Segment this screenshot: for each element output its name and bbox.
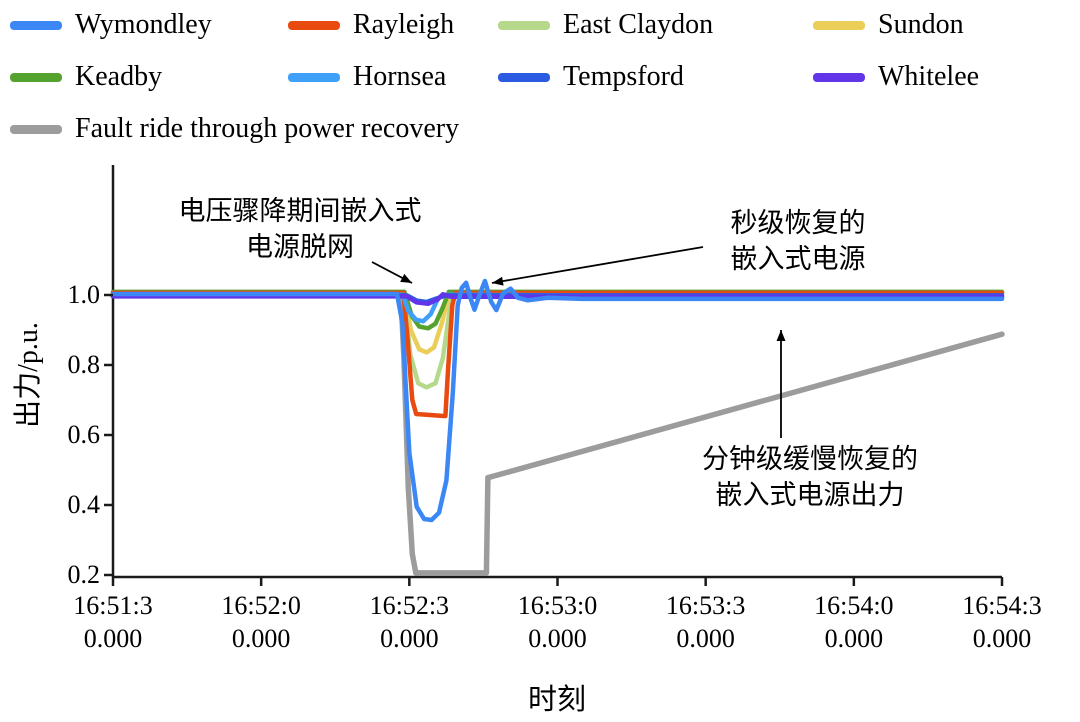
legend-label: Tempsford	[563, 61, 684, 92]
x-axis-tick-label: 16:53:3 0.000	[665, 591, 746, 653]
legend-label: Whitelee	[878, 61, 980, 92]
y-axis-tick-label: 0.2	[67, 560, 101, 589]
legend-item: Hornsea	[288, 60, 446, 94]
series-line	[110, 292, 1005, 307]
legend-swatch	[288, 72, 340, 82]
x-axis-tick-label: 16:52:3 0.000	[369, 591, 450, 653]
annotation-text: 秒级恢复的 嵌入式电源	[730, 208, 866, 274]
legend-label: Sundon	[878, 9, 964, 40]
legend-item: Rayleigh	[288, 8, 454, 42]
legend-label: Fault ride through power recovery	[75, 113, 460, 144]
annotation-arrowhead	[400, 273, 412, 283]
annotation-arrowhead	[776, 330, 786, 341]
x-axis-tick-label: 16:54:0 0.000	[814, 591, 894, 653]
legend-swatch	[498, 72, 550, 82]
legend-label: Hornsea	[353, 61, 447, 92]
x-axis-tick-label: 16:54:3 0.000	[962, 591, 1042, 653]
legend-label: Keadby	[75, 61, 163, 92]
annotation-arrowhead	[492, 276, 504, 286]
y-axis-tick-label: 0.6	[67, 420, 101, 449]
y-axis-tick-label: 1.0	[67, 280, 101, 309]
annotation-text: 分钟级缓慢恢复的 嵌入式电源出力	[702, 444, 918, 510]
legend-swatch	[813, 20, 865, 30]
series-line	[110, 292, 1005, 576]
y-axis-tick-label: 0.4	[67, 490, 101, 519]
legend-swatch	[813, 72, 865, 82]
y-axis-title: 出力/p.u.	[13, 322, 44, 428]
legend-swatch	[10, 72, 62, 82]
series-line	[110, 290, 1005, 419]
legend-item: Fault ride through power recovery	[10, 112, 459, 146]
annotation-text: 电压骤降期间嵌入式 电源脱网	[178, 196, 422, 262]
series-line	[110, 278, 1005, 523]
legend-swatch	[498, 20, 550, 30]
legend-item: Tempsford	[498, 60, 684, 94]
legend-swatch	[288, 20, 340, 30]
legend-swatch	[10, 20, 62, 30]
x-axis-tick-label: 16:51:3 0.000	[73, 591, 153, 653]
legend-label: East Claydon	[563, 9, 714, 40]
legend-item: East Claydon	[498, 8, 713, 42]
legend-item: Wymondley	[10, 8, 212, 42]
x-axis-title: 时刻	[527, 684, 586, 716]
legend-item: Sundon	[813, 8, 964, 42]
x-axis-tick-label: 16:52:0 0.000	[221, 591, 301, 653]
annotation-leader-line	[491, 246, 704, 284]
x-axis-tick-label: 16:53:0 0.000	[517, 591, 598, 653]
legend-item: Keadby	[10, 60, 162, 94]
legend-item: Whitelee	[813, 60, 979, 94]
series-line	[110, 291, 1005, 355]
y-axis-tick-label: 0.8	[67, 350, 101, 379]
legend-swatch	[10, 124, 62, 134]
legend-label: Rayleigh	[353, 9, 455, 40]
legend-label: Wymondley	[75, 9, 212, 40]
